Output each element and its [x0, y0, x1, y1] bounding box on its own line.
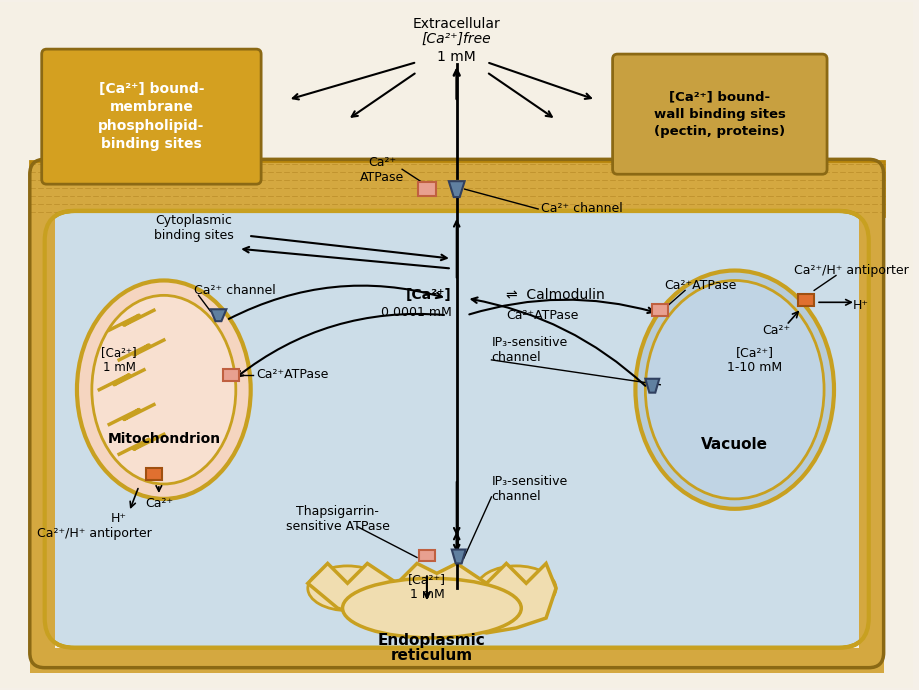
Text: Thapsigarrin-
sensitive ATPase: Thapsigarrin- sensitive ATPase: [285, 505, 389, 533]
Bar: [418, 549, 435, 562]
Polygon shape: [210, 309, 226, 321]
Text: H⁺: H⁺: [852, 299, 868, 312]
Text: [Ca²⁺]
1 mM: [Ca²⁺] 1 mM: [101, 346, 137, 374]
Bar: [29, 161, 882, 216]
Text: 1 mM: 1 mM: [437, 50, 475, 64]
Ellipse shape: [92, 295, 235, 484]
Bar: [858, 171, 882, 658]
Text: [Ca²⁺]free: [Ca²⁺]free: [422, 32, 491, 46]
FancyBboxPatch shape: [612, 54, 826, 175]
Text: Ca²⁺
ATPase: Ca²⁺ ATPase: [359, 157, 404, 184]
Text: Mitochondrion: Mitochondrion: [108, 433, 221, 446]
Text: [Ca²⁺]: [Ca²⁺]: [405, 288, 451, 302]
Text: Endoplasmic: Endoplasmic: [378, 633, 485, 648]
Ellipse shape: [644, 280, 823, 499]
Bar: [798, 295, 813, 306]
Bar: [417, 182, 436, 196]
Text: [Ca²⁺]: [Ca²⁺]: [407, 573, 446, 586]
Polygon shape: [644, 379, 659, 393]
Polygon shape: [451, 549, 465, 564]
Text: Ca²⁺ATPase: Ca²⁺ATPase: [255, 368, 328, 382]
Text: reticulum: reticulum: [391, 648, 472, 663]
Bar: [223, 369, 239, 381]
Text: Ca²⁺: Ca²⁺: [144, 497, 173, 511]
Bar: [652, 304, 667, 316]
Text: 0.0001 mM: 0.0001 mM: [380, 306, 451, 319]
Text: [Ca²⁺]
1-10 mM: [Ca²⁺] 1-10 mM: [726, 346, 781, 374]
Text: IP₃-sensitive
channel: IP₃-sensitive channel: [491, 336, 567, 364]
FancyBboxPatch shape: [41, 49, 261, 184]
Text: IP₃-sensitive
channel: IP₃-sensitive channel: [491, 475, 567, 503]
Polygon shape: [308, 564, 555, 633]
Text: Ca²⁺: Ca²⁺: [762, 324, 789, 337]
Ellipse shape: [342, 578, 521, 638]
Text: H⁺: H⁺: [111, 512, 127, 525]
FancyBboxPatch shape: [45, 211, 868, 648]
Text: Ca²⁺ATPase: Ca²⁺ATPase: [664, 279, 735, 292]
Bar: [29, 648, 882, 673]
Ellipse shape: [77, 280, 250, 499]
Polygon shape: [448, 181, 464, 197]
Bar: [29, 171, 54, 658]
Text: Vacuole: Vacuole: [700, 437, 767, 452]
Ellipse shape: [476, 566, 555, 611]
Text: Ca²⁺ATPase: Ca²⁺ATPase: [505, 308, 578, 322]
Text: Ca²⁺/H⁺ antiporter: Ca²⁺/H⁺ antiporter: [793, 264, 907, 277]
Text: Extracellular: Extracellular: [413, 17, 500, 31]
Text: [Ca²⁺] bound-
membrane
phospholipid-
binding sites: [Ca²⁺] bound- membrane phospholipid- bin…: [98, 82, 204, 151]
Ellipse shape: [308, 566, 387, 611]
Bar: [146, 468, 162, 480]
Text: Ca²⁺ channel: Ca²⁺ channel: [540, 202, 622, 215]
Text: [Ca²⁺] bound-
wall binding sites
(pectin, proteins): [Ca²⁺] bound- wall binding sites (pectin…: [653, 90, 785, 138]
Text: Cytoplasmic
binding sites: Cytoplasmic binding sites: [153, 214, 233, 242]
Ellipse shape: [635, 270, 834, 509]
Text: Ca²⁺/H⁺ antiporter: Ca²⁺/H⁺ antiporter: [37, 527, 152, 540]
Text: Ca²⁺ channel: Ca²⁺ channel: [193, 284, 275, 297]
Text: ⇌  Calmodulin: ⇌ Calmodulin: [505, 288, 605, 302]
Text: 1 mM: 1 mM: [409, 589, 444, 601]
